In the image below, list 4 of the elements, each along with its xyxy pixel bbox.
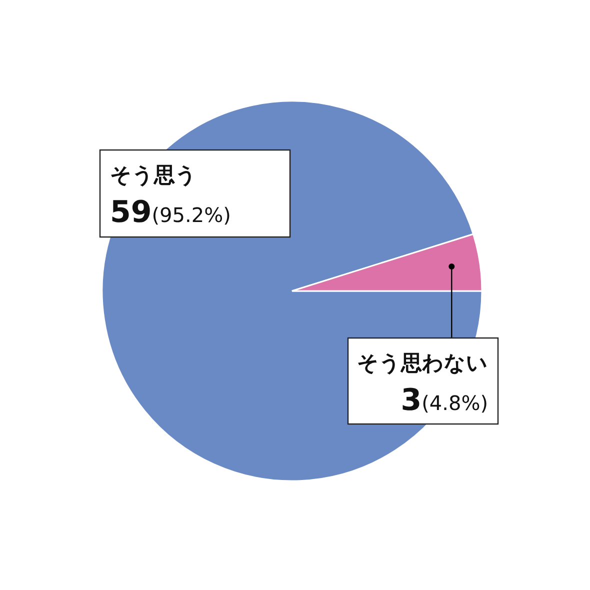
slice-label: そう思わない xyxy=(357,351,488,375)
slice-label: そう思う xyxy=(110,163,197,187)
data-label: 59(95.2%) xyxy=(110,195,231,230)
data-label: 3(4.8%) xyxy=(400,383,488,418)
